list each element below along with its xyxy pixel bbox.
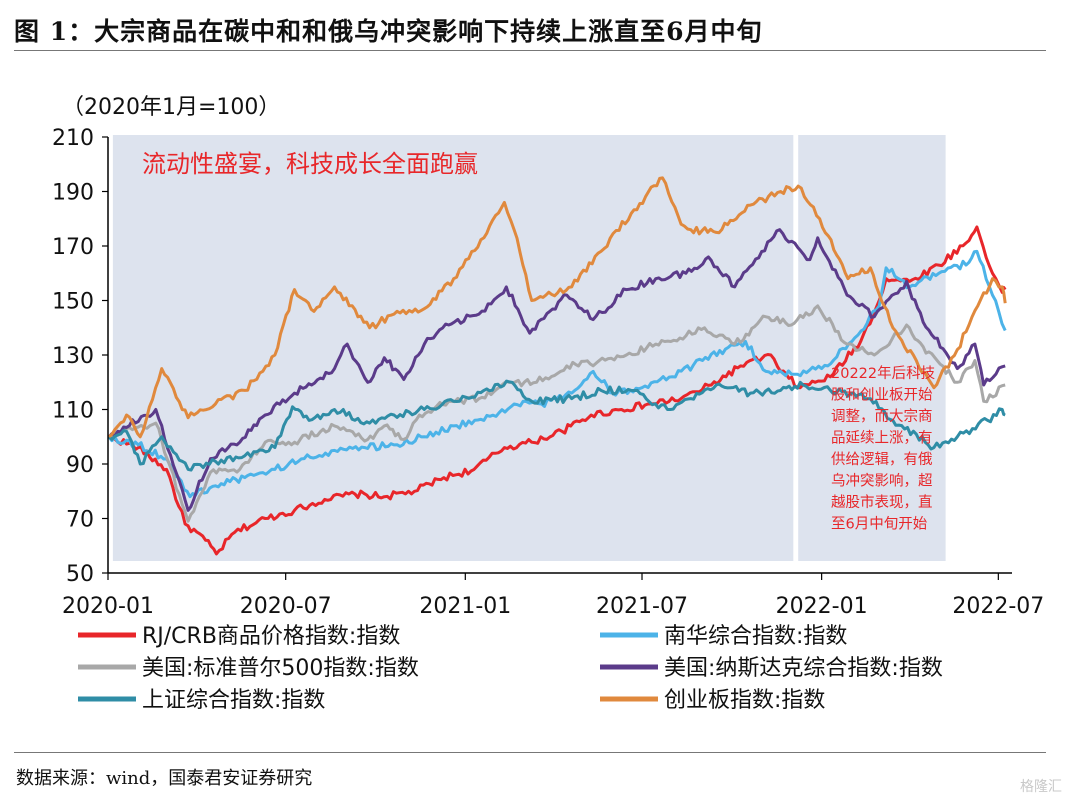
x-tick-label: 2020-07 [240, 594, 332, 619]
shaded-periods [112, 135, 946, 561]
shaded-period-0 [112, 135, 794, 561]
annotation-side-line: 股和创业板开始 [831, 386, 933, 404]
line-chart: 50 70 90 110 130 150 170 190 210 2020-01 2020-07 20… [52, 95, 1044, 713]
y-tick-label: 90 [66, 453, 94, 478]
series-line-2 [109, 304, 1006, 523]
x-tick-label: 2022-01 [776, 594, 868, 619]
x-tick-label: 2021-07 [596, 594, 688, 619]
axes: 50 70 90 110 130 150 170 190 210 2020-01 2020-07 20… [52, 126, 1044, 619]
legend-label-2: 美国:标准普尔500指数:指数 [142, 656, 419, 681]
x-tick-label: 2020-01 [62, 594, 154, 619]
shaded-period-1 [798, 135, 946, 561]
legend-label-3: 美国:纳斯达克综合指数:指数 [664, 656, 943, 681]
annotation-side-line: 调整，而大宗商 [831, 408, 933, 425]
annotation-side-line: 越股市表现，直 [831, 494, 933, 511]
annotation-side-line: 品延续上涨，有 [831, 430, 933, 447]
x-tick-label: 2021-01 [419, 594, 511, 619]
annotation-side-line: 至6月中旬开始 [831, 516, 928, 533]
title-divider [14, 50, 1046, 51]
series-line-5 [108, 176, 1007, 439]
series-lines [107, 176, 1007, 556]
y-tick-label: 50 [66, 562, 94, 587]
unit-label: （2020年1月=100） [62, 95, 280, 120]
y-tick-label: 130 [52, 344, 94, 369]
series-line-3 [107, 228, 1006, 512]
annotation-side-line: 20222年后科技 [831, 365, 935, 382]
figure-title: 图 1：大宗商品在碳中和和俄乌冲突影响下持续上涨直至6月中旬 [14, 17, 763, 46]
legend-label-4: 上证综合指数:指数 [142, 688, 325, 713]
series-line-4 [107, 379, 1006, 472]
legend-label-5: 创业板指数:指数 [664, 688, 825, 713]
watermark: 格隆汇 [1020, 779, 1062, 795]
y-tick-label: 210 [52, 126, 94, 151]
legend-label-1: 南华综合指数:指数 [664, 624, 847, 649]
annotation-main: 流动性盛宴，科技成长全面跑赢 [142, 150, 478, 178]
y-tick-label: 150 [52, 290, 94, 315]
source-divider [14, 752, 1046, 753]
y-tick-label: 70 [66, 508, 94, 533]
annotation-side-line: 乌冲突影响，超 [831, 473, 933, 490]
x-tick-label: 2022-07 [952, 594, 1044, 619]
y-tick-label: 190 [52, 181, 94, 206]
source-note: 数据来源：wind，国泰君安证券研究 [16, 768, 313, 789]
annotation-side: 20222年后科技股和创业板开始调整，而大宗商品延续上涨，有供给逻辑，有俄乌冲突… [831, 365, 935, 533]
series-line-0 [108, 225, 1007, 556]
y-tick-label: 170 [52, 235, 94, 260]
legend-label-0: RJ/CRB商品价格指数:指数 [142, 624, 400, 649]
annotation-side-line: 供给逻辑，有俄 [831, 451, 933, 468]
y-tick-label: 110 [52, 399, 94, 424]
